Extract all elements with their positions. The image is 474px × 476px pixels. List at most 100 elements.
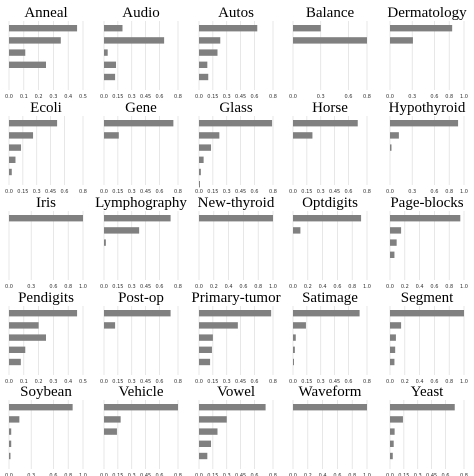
bar bbox=[199, 452, 208, 460]
bar bbox=[199, 156, 204, 163]
tick-label: 0.6 bbox=[333, 473, 341, 476]
tick-label: 0.1 bbox=[20, 379, 28, 385]
panel-title: Page-blocks bbox=[390, 195, 463, 211]
tick-label: 0.8 bbox=[174, 379, 182, 385]
tick-label: 0.8 bbox=[363, 379, 371, 385]
panel-segment: Segment 0.0 0.2 0.4 0.6 0.8 1.0 bbox=[386, 290, 468, 385]
bar bbox=[390, 416, 403, 423]
tick-label: 0.6 bbox=[345, 379, 353, 385]
tick-label: 0.6 bbox=[251, 473, 259, 476]
panel-post-op: Post-op 0.0 0.15 0.3 0.45 0.6 0.8 bbox=[100, 290, 182, 385]
tick-label: 0.2 bbox=[401, 284, 409, 290]
bar bbox=[293, 322, 306, 329]
bar bbox=[9, 61, 46, 68]
panel-soybean: Soybean 0.0 0.3 0.6 0.8 1.0 bbox=[5, 384, 87, 476]
tick-label: 0.4 bbox=[416, 284, 424, 290]
panel-title: New-thyroid bbox=[198, 195, 275, 211]
tick-label: 0.15 bbox=[207, 94, 218, 100]
panel-title: Balance bbox=[306, 5, 355, 21]
tick-label: 0.15 bbox=[207, 473, 218, 476]
tick-label: 0.0 bbox=[195, 94, 203, 100]
bar bbox=[199, 37, 221, 44]
bar bbox=[390, 452, 393, 460]
panel-title: Dermatology bbox=[387, 5, 467, 21]
panel-title: Vehicle bbox=[119, 384, 164, 400]
tick-label: 0.3 bbox=[317, 379, 325, 385]
tick-label: 0.8 bbox=[445, 284, 453, 290]
bar bbox=[390, 37, 413, 44]
tick-label: 0.8 bbox=[348, 473, 356, 476]
tick-label: 0.3 bbox=[49, 379, 57, 385]
bar bbox=[9, 144, 22, 151]
tick-label: 1.0 bbox=[460, 284, 468, 290]
tick-label: 0.0 bbox=[289, 379, 297, 385]
bar bbox=[199, 181, 200, 188]
bar bbox=[9, 168, 12, 176]
tick-label: 0.6 bbox=[251, 189, 259, 195]
bar bbox=[104, 404, 178, 411]
bar bbox=[293, 120, 358, 127]
tick-label: 0.0 bbox=[5, 473, 13, 476]
tick-label: 0.8 bbox=[348, 284, 356, 290]
tick-label: 0.15 bbox=[112, 284, 123, 290]
panel-gene: Gene 0.0 0.15 0.3 0.45 0.6 0.8 bbox=[100, 100, 182, 195]
panel-title: Iris bbox=[36, 195, 56, 211]
panel-iris: Iris 0.0 0.3 0.6 0.8 1.0 bbox=[5, 195, 87, 290]
tick-label: 0.3 bbox=[27, 473, 35, 476]
tick-label: 0.5 bbox=[79, 94, 87, 100]
panel-title: Satimage bbox=[302, 290, 358, 306]
bar bbox=[390, 346, 396, 353]
panel-title: Segment bbox=[401, 290, 454, 306]
tick-label: 0.4 bbox=[416, 379, 424, 385]
tick-label: 1.0 bbox=[269, 284, 277, 290]
tick-label: 0.3 bbox=[128, 94, 136, 100]
bar bbox=[390, 334, 396, 341]
tick-label: 1.0 bbox=[79, 284, 87, 290]
bar bbox=[390, 132, 399, 139]
tick-label: 0.2 bbox=[210, 284, 218, 290]
tick-label: 0.8 bbox=[460, 473, 468, 476]
tick-label: 0.6 bbox=[430, 284, 438, 290]
tick-label: 0.3 bbox=[128, 284, 136, 290]
tick-label: 0.15 bbox=[112, 379, 123, 385]
panel-title: Glass bbox=[219, 100, 252, 116]
bar bbox=[9, 215, 83, 222]
tick-label: 0.2 bbox=[35, 379, 43, 385]
bar bbox=[390, 358, 395, 366]
bar bbox=[104, 25, 123, 32]
tick-label: 0.45 bbox=[140, 189, 151, 195]
panel-title: Vowel bbox=[217, 384, 255, 400]
panel-title: Optdigits bbox=[302, 195, 358, 211]
tick-label: 0.0 bbox=[195, 379, 203, 385]
bar bbox=[390, 25, 453, 32]
panel-pendigits: Pendigits 0.0 0.1 0.2 0.3 0.4 0.5 bbox=[5, 290, 87, 385]
bar bbox=[104, 322, 116, 329]
tick-label: 0.6 bbox=[49, 473, 57, 476]
bar bbox=[104, 120, 174, 127]
panel-title: Ecoli bbox=[30, 100, 62, 116]
bar bbox=[199, 310, 272, 317]
panel-title: Lymphography bbox=[95, 195, 187, 211]
panel-title: Post-op bbox=[118, 290, 164, 306]
tick-label: 0.15 bbox=[301, 379, 312, 385]
bar bbox=[9, 156, 16, 163]
tick-label: 0.6 bbox=[49, 284, 57, 290]
bar bbox=[9, 132, 34, 139]
tick-label: 0.4 bbox=[225, 284, 233, 290]
bar bbox=[9, 428, 12, 435]
panel-optdigits: Optdigits 0.0 0.2 0.4 0.6 0.8 1.0 bbox=[289, 195, 371, 290]
bar bbox=[104, 132, 119, 139]
bar bbox=[199, 428, 218, 435]
tick-label: 0.6 bbox=[345, 94, 353, 100]
tick-label: 0.2 bbox=[35, 94, 43, 100]
tick-label: 0.0 bbox=[5, 379, 13, 385]
tick-label: 0.6 bbox=[156, 94, 164, 100]
tick-label: 0.45 bbox=[235, 94, 246, 100]
tick-label: 0.8 bbox=[79, 189, 87, 195]
panel-glass: Glass 0.0 0.15 0.3 0.45 0.6 0.8 bbox=[195, 100, 277, 195]
tick-label: 0.45 bbox=[140, 284, 151, 290]
tick-label: 0.8 bbox=[269, 379, 277, 385]
panel-title: Pendigits bbox=[18, 290, 74, 306]
tick-label: 0.6 bbox=[333, 284, 341, 290]
tick-label: 0.15 bbox=[17, 189, 28, 195]
